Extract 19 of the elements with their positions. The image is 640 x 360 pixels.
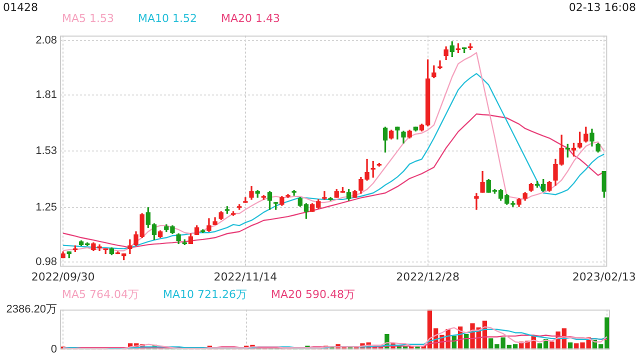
chart-title: 01428	[3, 1, 38, 14]
y-tick-label: 1.81	[36, 88, 57, 101]
text: MA10 721.26万	[163, 288, 247, 301]
x-tick-label: 2022/11/14	[214, 270, 278, 284]
text: MA5 764.04万	[62, 288, 139, 301]
y-tick-label: 1.53	[36, 145, 57, 158]
y-tick-label: 2.08	[36, 34, 57, 47]
text: 02-13 16:08	[568, 1, 636, 14]
y-tick-label: 0.98	[36, 256, 57, 268]
y-tick-label: 2386.20万	[6, 304, 57, 316]
x-tick-label: 2023/02/13	[572, 270, 636, 284]
x-tick-label: 2022/12/28	[396, 270, 460, 284]
x-tick-label: 2022/09/30	[31, 270, 95, 284]
text: MA20 590.48万	[271, 288, 355, 301]
y-tick-label: 1.25	[36, 202, 57, 214]
y-tick-label: 0	[50, 343, 57, 356]
text: MA20 1.43	[221, 12, 280, 25]
text: MA10 1.52	[138, 12, 198, 25]
text: MA5 1.53	[62, 12, 114, 25]
